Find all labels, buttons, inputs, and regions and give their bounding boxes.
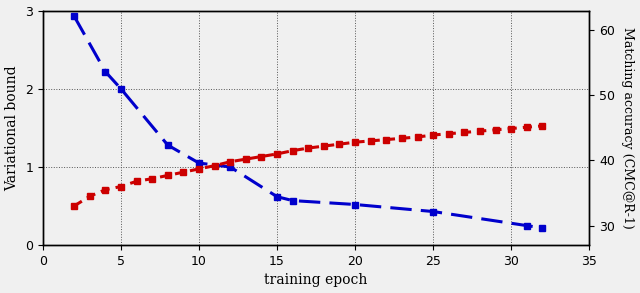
Y-axis label: Variational bound: Variational bound: [6, 65, 20, 191]
Y-axis label: Matching accuracy (CMC@R-1): Matching accuracy (CMC@R-1): [621, 27, 634, 229]
X-axis label: training epoch: training epoch: [264, 273, 368, 287]
